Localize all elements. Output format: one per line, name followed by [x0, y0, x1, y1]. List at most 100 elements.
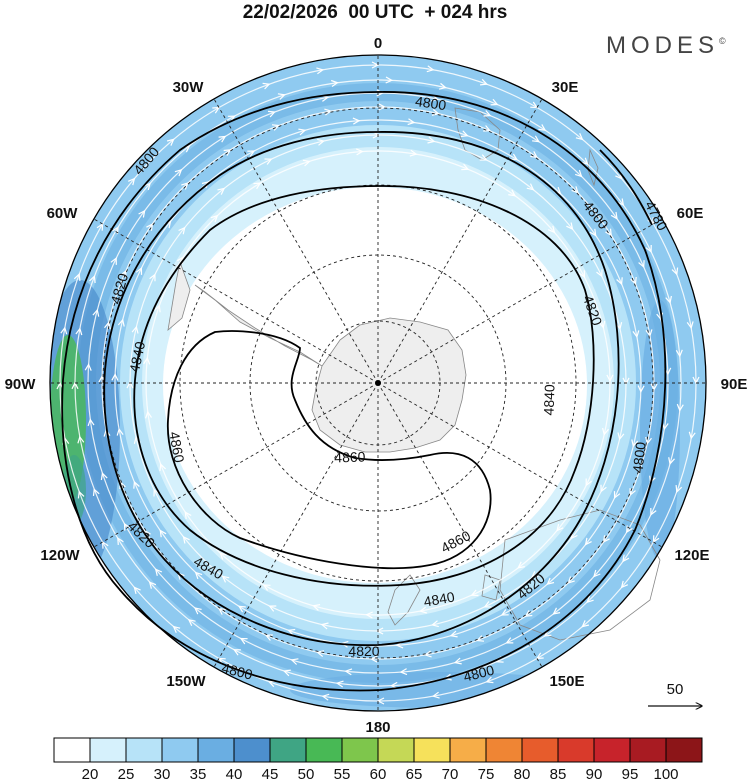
meridian-line	[377, 218, 663, 384]
lon-label-30w: 30W	[173, 79, 205, 96]
wind-arrow	[77, 490, 85, 499]
wind-arrow	[282, 669, 291, 677]
wind-arrow	[218, 135, 227, 143]
wind-arrow	[510, 153, 519, 161]
wind-arrow	[631, 439, 639, 448]
wind-arrow	[117, 318, 125, 327]
wind-arrow	[461, 163, 470, 171]
wind-arrow	[567, 576, 575, 584]
wind-arrow	[194, 571, 203, 580]
wind-arrow	[479, 154, 488, 161]
lon-label-90w: 90W	[5, 376, 37, 393]
wind-arrow	[675, 349, 683, 358]
contour-4780	[599, 149, 653, 226]
copyright-mark: ©	[719, 36, 726, 46]
colorbar-tick-label: 20	[82, 766, 99, 782]
colorbar-swatch	[665, 737, 703, 763]
wind-arrow	[210, 214, 219, 223]
wind-arrow	[610, 211, 618, 220]
south-pole-dot	[375, 380, 381, 386]
colorbar-swatch	[341, 737, 379, 763]
wind-arrow	[584, 537, 592, 546]
wind-arrow	[556, 523, 564, 532]
lon-label-60w: 60W	[47, 205, 79, 222]
wind-arrow	[686, 321, 694, 330]
wind-arrow	[123, 522, 131, 531]
wind-arrow	[268, 605, 277, 612]
wind-arrow	[409, 149, 418, 157]
contour-label-4820: 4820	[348, 643, 379, 659]
wind-arrow	[530, 571, 539, 579]
wind-arrow	[92, 308, 100, 317]
wind-arrow	[566, 222, 574, 231]
colorbar-tick-label: 50	[298, 766, 315, 782]
wind-arrow	[104, 321, 111, 330]
wind-arrow	[218, 607, 226, 615]
contour-4840	[133, 185, 595, 587]
meridian-line	[213, 98, 379, 384]
wind-arrow	[605, 228, 612, 237]
wind-arrow	[606, 374, 614, 383]
lon-label-120w: 120W	[40, 547, 80, 564]
wind-arrow	[483, 601, 492, 608]
landmasses	[167, 107, 661, 641]
wind-arrow	[602, 535, 610, 543]
wind-arrow	[483, 125, 492, 132]
wind-arrow	[552, 607, 561, 615]
wind-arrow	[145, 410, 153, 419]
wind-arrow	[532, 135, 540, 143]
wind-arrow	[622, 377, 630, 386]
madagascar	[587, 148, 599, 187]
wind-arrow	[372, 131, 381, 139]
wind-arrow	[344, 668, 353, 676]
wind-arrow	[335, 680, 344, 688]
colorbar-swatch	[125, 737, 163, 763]
wind-arrow	[233, 649, 241, 656]
colorbar-tick-label: 30	[154, 766, 171, 782]
colorbar-tick-label: 45	[262, 766, 279, 782]
wind-arrow	[645, 436, 652, 445]
wind-arrow	[166, 138, 175, 146]
wind-arrow	[73, 272, 81, 281]
wind-arrow	[178, 226, 186, 235]
wind-arrow	[262, 82, 271, 90]
wind-arrow	[131, 325, 139, 334]
wind-arrow	[622, 554, 630, 563]
wind-arrow	[650, 507, 657, 516]
wind-arrow	[483, 110, 492, 117]
chart-title: 22/02/2026 00 UTC + 024 hrs	[242, 2, 508, 23]
wind-arrow	[154, 568, 163, 576]
wind-arrow	[423, 650, 432, 658]
colorbar-tick-label: 55	[334, 766, 351, 782]
wind-arrow	[538, 124, 547, 131]
wind-arrow	[201, 181, 210, 189]
colorbar-swatch	[413, 737, 451, 763]
contour-4820	[103, 131, 620, 647]
wind-arrow	[135, 266, 143, 275]
lon-label-90e: 90E	[721, 376, 748, 393]
wind-arrow	[453, 657, 462, 665]
colorbar-swatch	[53, 737, 91, 763]
colorbar-swatch	[197, 737, 235, 763]
colorbar-swatch	[485, 737, 523, 763]
wind-arrow	[71, 381, 79, 390]
wind-arrow	[317, 138, 326, 146]
wind-arrow	[184, 511, 192, 519]
wind-arrow	[431, 691, 440, 699]
wind-arrow	[159, 529, 167, 538]
wind-arrow	[575, 132, 584, 141]
meridian-line	[93, 382, 379, 548]
streamline-5	[114, 119, 642, 647]
wind-arrow	[146, 223, 154, 231]
wind-arrow	[321, 693, 330, 701]
wind-arrow	[331, 79, 339, 87]
wind-arrow	[517, 561, 525, 569]
wind-arrow	[221, 575, 230, 583]
contour-label-4800: 4800	[220, 660, 254, 683]
wind-arrow	[219, 552, 227, 560]
wind-arrow	[638, 260, 645, 269]
wind-arrow	[264, 634, 273, 641]
antarctica	[311, 317, 467, 453]
wind-arrow	[100, 472, 108, 481]
wind-arrow	[120, 269, 127, 278]
